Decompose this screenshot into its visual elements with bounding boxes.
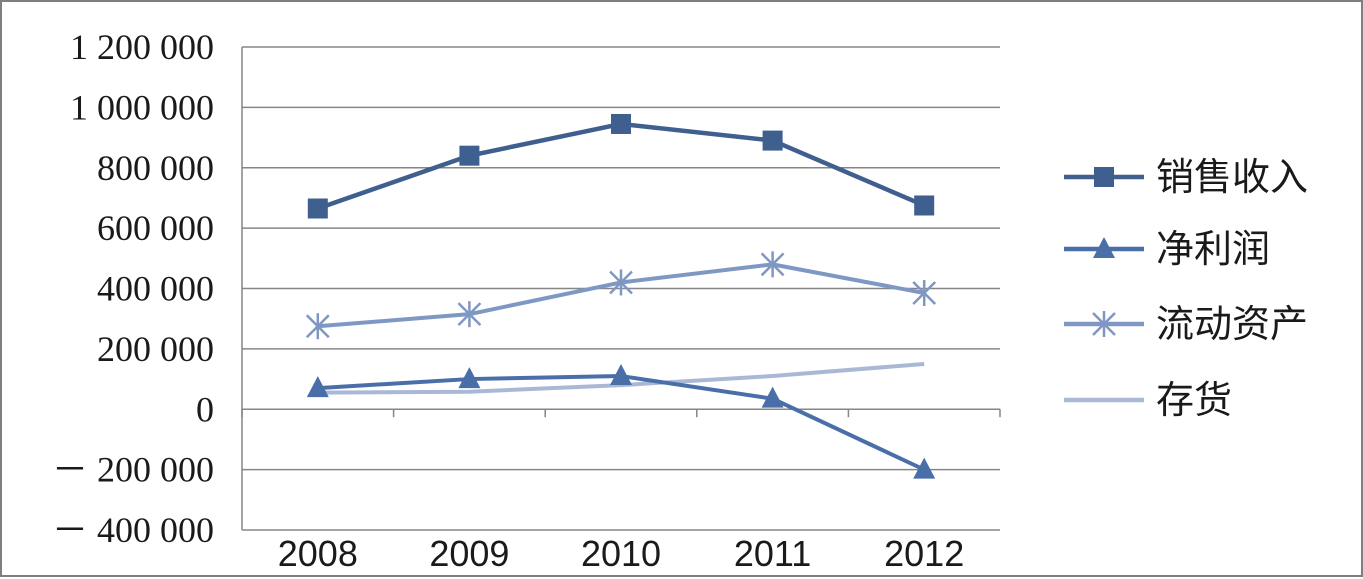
series-line: [317, 374, 926, 472]
data-point: [609, 269, 633, 296]
y-tick-label: － 400 000: [52, 510, 214, 550]
y-tick-label: － 200 000: [52, 450, 214, 490]
data-point: [458, 367, 481, 389]
y-tick-label: 800 000: [97, 148, 214, 188]
data-point: [913, 457, 936, 479]
data-point: [914, 195, 935, 216]
legend-label: 存货: [1156, 378, 1232, 422]
series-4: [317, 361, 925, 395]
data-point: [761, 386, 784, 408]
legend-entry: 销售收入: [1064, 155, 1308, 199]
series-line: [317, 361, 925, 395]
legend-marker: [1092, 311, 1116, 337]
x-tick-label: 2010: [581, 533, 661, 574]
legend-entry: 存货: [1064, 378, 1232, 422]
legend-label: 净利润: [1156, 227, 1270, 271]
y-tick-label: 600 000: [97, 208, 214, 248]
legend-entry: 净利润: [1064, 227, 1270, 271]
legend-entry: 流动资产: [1064, 302, 1308, 346]
y-tick-label: 400 000: [97, 269, 214, 309]
data-point: [762, 130, 783, 151]
data-point: [912, 280, 937, 307]
data-point: [305, 313, 330, 340]
legend-marker: [1093, 237, 1115, 258]
x-tick-label: 2012: [884, 533, 964, 574]
series-2: [306, 364, 936, 479]
legend-label: 流动资产: [1156, 302, 1308, 346]
y-tick-label: 200 000: [97, 329, 214, 369]
data-point: [760, 251, 785, 278]
series-1: [307, 113, 935, 219]
data-point: [307, 198, 328, 219]
data-point: [306, 376, 329, 398]
x-tick-label: 2008: [278, 533, 358, 574]
series-3: [305, 251, 937, 340]
y-tick-label: 1 000 000: [70, 87, 214, 127]
data-point: [611, 113, 631, 134]
legend-label: 销售收入: [1156, 155, 1308, 199]
y-tick-label: 1 200 000: [70, 27, 214, 67]
data-point: [459, 145, 480, 166]
x-tick-label: 2011: [734, 533, 811, 574]
data-point: [457, 301, 482, 328]
data-point: [610, 364, 632, 386]
series-line: [317, 121, 926, 211]
x-tick-label: 2009: [429, 533, 509, 574]
y-tick-label: 0: [196, 389, 214, 429]
legend-marker: [1094, 167, 1114, 187]
